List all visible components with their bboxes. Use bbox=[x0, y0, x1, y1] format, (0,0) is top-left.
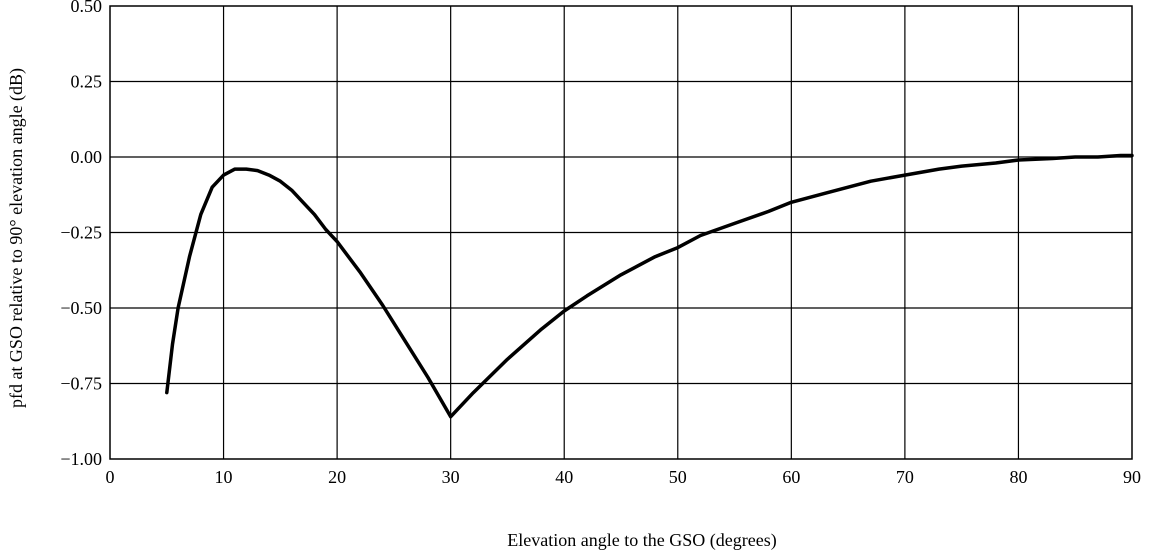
series-line bbox=[165, 153, 1134, 419]
series-layer bbox=[165, 153, 1134, 419]
y-tick-label: −1.00 bbox=[60, 449, 102, 469]
y-tick-label: −0.25 bbox=[60, 223, 102, 243]
y-axis-ticks: 0.50 0.25 0.00 −0.25 −0.50 −0.75 −1.00 bbox=[60, 0, 102, 469]
grid bbox=[109, 5, 1133, 460]
x-tick-label: 40 bbox=[555, 467, 573, 487]
x-tick-label: 70 bbox=[896, 467, 914, 487]
x-tick-label: 50 bbox=[669, 467, 687, 487]
x-tick-label: 80 bbox=[1009, 467, 1027, 487]
y-tick-label: 0.50 bbox=[71, 0, 103, 16]
x-axis-label: Elevation angle to the GSO (degrees) bbox=[507, 530, 776, 551]
y-tick-label: −0.50 bbox=[60, 298, 102, 318]
x-tick-label: 10 bbox=[215, 467, 233, 487]
y-tick-label: 0.00 bbox=[71, 147, 103, 167]
x-tick-label: 30 bbox=[442, 467, 460, 487]
y-tick-label: −0.75 bbox=[60, 374, 102, 394]
x-tick-label: 20 bbox=[328, 467, 346, 487]
x-tick-label: 60 bbox=[782, 467, 800, 487]
y-tick-label: 0.25 bbox=[71, 72, 103, 92]
y-axis-label: pfd at GSO relative to 90° elevation ang… bbox=[6, 68, 27, 408]
x-tick-label: 90 bbox=[1123, 467, 1141, 487]
x-axis-ticks: 0 10 20 30 40 50 60 70 80 90 bbox=[106, 467, 1142, 487]
x-tick-label: 0 bbox=[106, 467, 115, 487]
